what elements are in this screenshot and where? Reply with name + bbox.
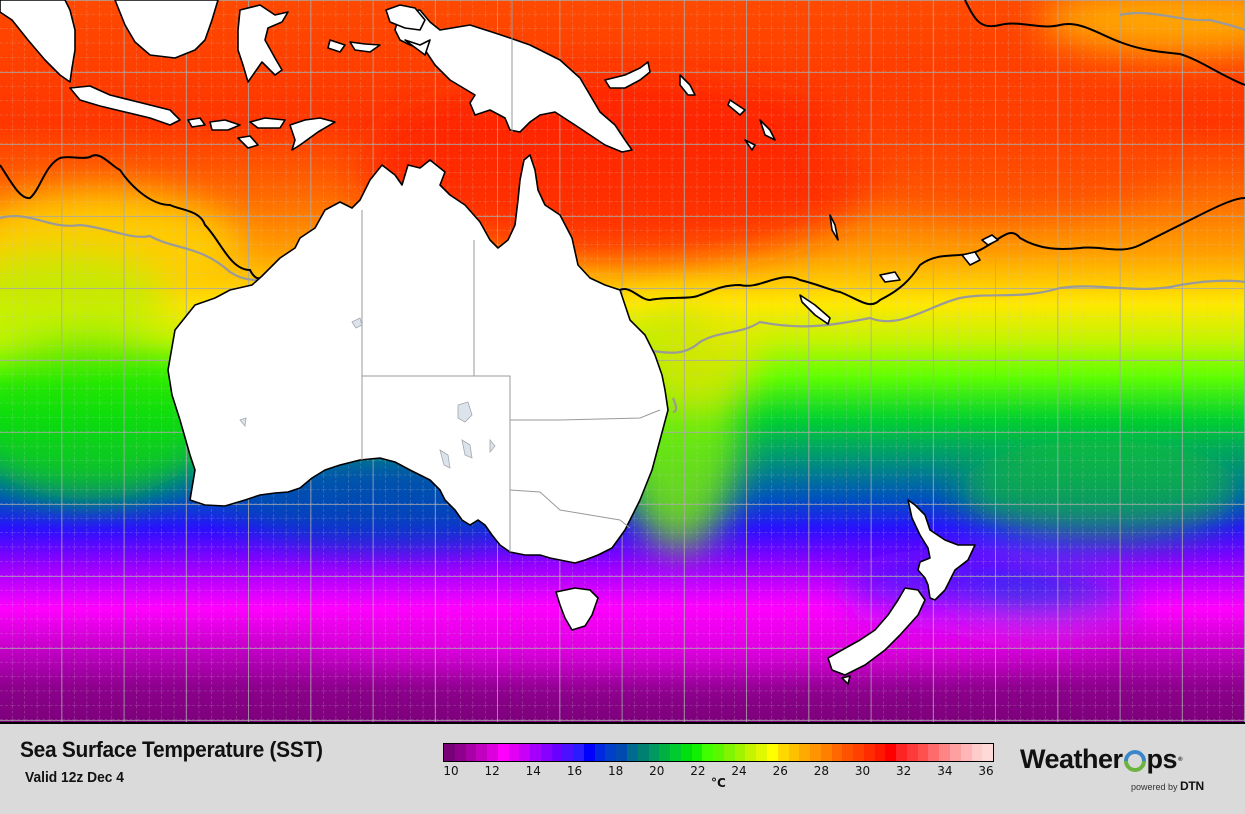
weatherops-logo: Weather ps ® [1020, 744, 1182, 777]
color-swatch [788, 744, 800, 761]
color-swatch [810, 744, 821, 761]
java-landmass [69, 85, 181, 126]
color-swatch [874, 744, 886, 761]
color-swatch [670, 744, 681, 761]
color-swatch [519, 744, 531, 761]
color-swatch [766, 744, 778, 761]
color-scale-bar [443, 743, 994, 762]
color-swatch [906, 744, 918, 761]
logo-text-weather: Weather [1020, 744, 1123, 774]
contour-28c [0, 0, 1245, 306]
color-swatch [896, 744, 907, 761]
inland-lakes [239, 317, 496, 469]
color-swatch [831, 744, 843, 761]
legend-footer: Sea Surface Temperature (SST) Valid 12z … [0, 724, 1245, 814]
color-scale-tick-label: 30 [854, 764, 871, 778]
color-swatch [680, 744, 692, 761]
sumatra-landmass [0, 0, 76, 83]
land [0, 0, 999, 685]
color-swatch [756, 744, 767, 761]
color-scale-tick-label: 24 [731, 764, 747, 778]
registered-mark-icon: ® [1178, 756, 1182, 763]
color-swatch [917, 744, 929, 761]
color-swatch [616, 744, 628, 761]
color-swatch [885, 744, 897, 761]
color-swatch [928, 744, 940, 761]
dtn-brand: DTN [1180, 779, 1204, 793]
color-swatch [745, 744, 757, 761]
color-scale-tick-label: 22 [690, 764, 706, 778]
color-swatch [530, 744, 541, 761]
color-scale-tick-label: 20 [649, 764, 665, 778]
color-swatch [454, 744, 466, 761]
color-swatch [487, 744, 498, 761]
sst-map [0, 0, 1245, 724]
powered-by-dtn: powered by DTN [1131, 779, 1204, 793]
state-borders [361, 0, 661, 552]
color-scale-ticks: 10 12 14 16 18 20 22 24 26 28 30 32 34 36 [443, 764, 994, 780]
map-title: Sea Surface Temperature (SST) [20, 737, 323, 762]
color-swatch [971, 744, 983, 761]
borneo-landmass [114, 0, 219, 59]
color-swatch [691, 744, 703, 761]
color-swatch [949, 744, 961, 761]
color-scale-tick-label: 14 [525, 764, 541, 778]
color-swatch [853, 744, 864, 761]
australia-landmass [167, 154, 669, 564]
new-zealand-north-island [907, 499, 976, 601]
color-swatch [723, 744, 735, 761]
color-swatch [476, 744, 488, 761]
color-swatch [863, 744, 875, 761]
color-swatch [960, 744, 972, 761]
color-swatch [939, 744, 950, 761]
color-swatch [734, 744, 746, 761]
color-scale-tick-label: 28 [813, 764, 830, 778]
color-scale-tick-label: 34 [937, 764, 953, 778]
color-swatch [842, 744, 854, 761]
color-swatch [583, 744, 595, 761]
color-swatch [562, 744, 574, 761]
new-zealand-south-island [827, 587, 926, 676]
color-swatch [465, 744, 477, 761]
color-scale-tick-label: 18 [607, 764, 624, 778]
color-swatch [702, 744, 714, 761]
color-scale-tick-label: 26 [772, 764, 788, 778]
color-scale-tick-label: 10 [443, 764, 459, 778]
color-swatch [627, 744, 638, 761]
powered-by-text: powered by [1131, 782, 1178, 792]
color-scale-tick-label: 36 [978, 764, 994, 778]
unit-label: °C [711, 776, 726, 790]
color-swatch [713, 744, 724, 761]
color-scale-tick-label: 12 [484, 764, 500, 778]
color-swatch [540, 744, 552, 761]
color-swatch [497, 744, 509, 761]
map-canvas [0, 0, 1245, 722]
color-swatch [648, 744, 660, 761]
color-swatch [659, 744, 671, 761]
valid-time: Valid 12z Dec 4 [25, 769, 124, 786]
color-swatch [573, 744, 584, 761]
color-swatch [777, 744, 789, 761]
color-swatch [820, 744, 832, 761]
logo-text-ps: ps [1146, 744, 1178, 774]
tasmania-landmass [555, 587, 599, 631]
color-swatch [982, 744, 994, 761]
color-swatch [637, 744, 649, 761]
logo-o-globe-icon [1118, 744, 1151, 777]
color-swatch [594, 744, 606, 761]
color-swatch [508, 744, 520, 761]
sulawesi-landmass [237, 4, 289, 83]
color-swatch [605, 744, 617, 761]
color-swatch [551, 744, 563, 761]
color-swatch [799, 744, 811, 761]
color-scale-tick-label: 16 [566, 764, 583, 778]
color-swatch [444, 744, 455, 761]
color-scale-tick-label: 32 [896, 764, 912, 778]
new-guinea-landmass [394, 9, 633, 153]
